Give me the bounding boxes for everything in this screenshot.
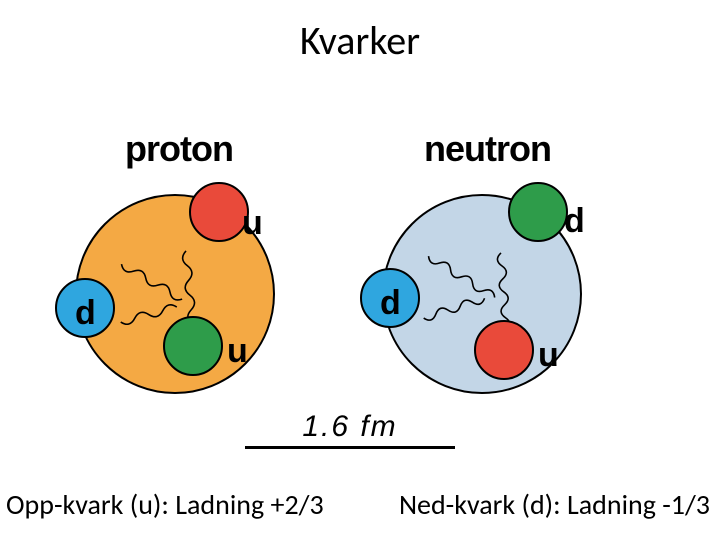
- neutron-gluon-1: [500, 246, 578, 265]
- proton-quark-up-2: [163, 316, 223, 376]
- proton-quark-up-2-label: u: [227, 332, 248, 371]
- neutron-gluon-2: [424, 312, 488, 331]
- proton-quark-up-1-label: u: [242, 204, 263, 243]
- proton-label: proton: [125, 128, 233, 170]
- caption-row: Opp-kvark (u): Ladning +2/3 Ned-kvark (d…: [0, 487, 720, 522]
- neutron-quark-down-3-label: d: [380, 284, 401, 323]
- neutron-quark-up-3-label: u: [538, 336, 559, 375]
- page-title: Kvarker: [0, 16, 720, 65]
- neutron-quark-down-2: [508, 182, 568, 242]
- neutron-quark-up-3: [474, 320, 534, 380]
- proton-circle: u d u: [75, 194, 275, 394]
- proton-quark-up-1: [189, 182, 249, 242]
- neutron-label: neutron: [424, 128, 551, 170]
- caption-up-quark: Opp-kvark (u): Ladning +2/3: [6, 487, 324, 522]
- neutron-quark-down-2-label: d: [564, 202, 585, 241]
- scale-line: [245, 446, 455, 449]
- scale-bar: 1.6 fm: [240, 410, 460, 449]
- proton-gluon-1: [185, 244, 259, 263]
- caption-down-quark: Ned-kvark (d): Ladning -1/3: [399, 487, 710, 522]
- proton-quark-down-1-label: d: [75, 294, 96, 333]
- scale-text: 1.6 fm: [302, 410, 397, 443]
- neutron-circle: d d u: [382, 194, 582, 394]
